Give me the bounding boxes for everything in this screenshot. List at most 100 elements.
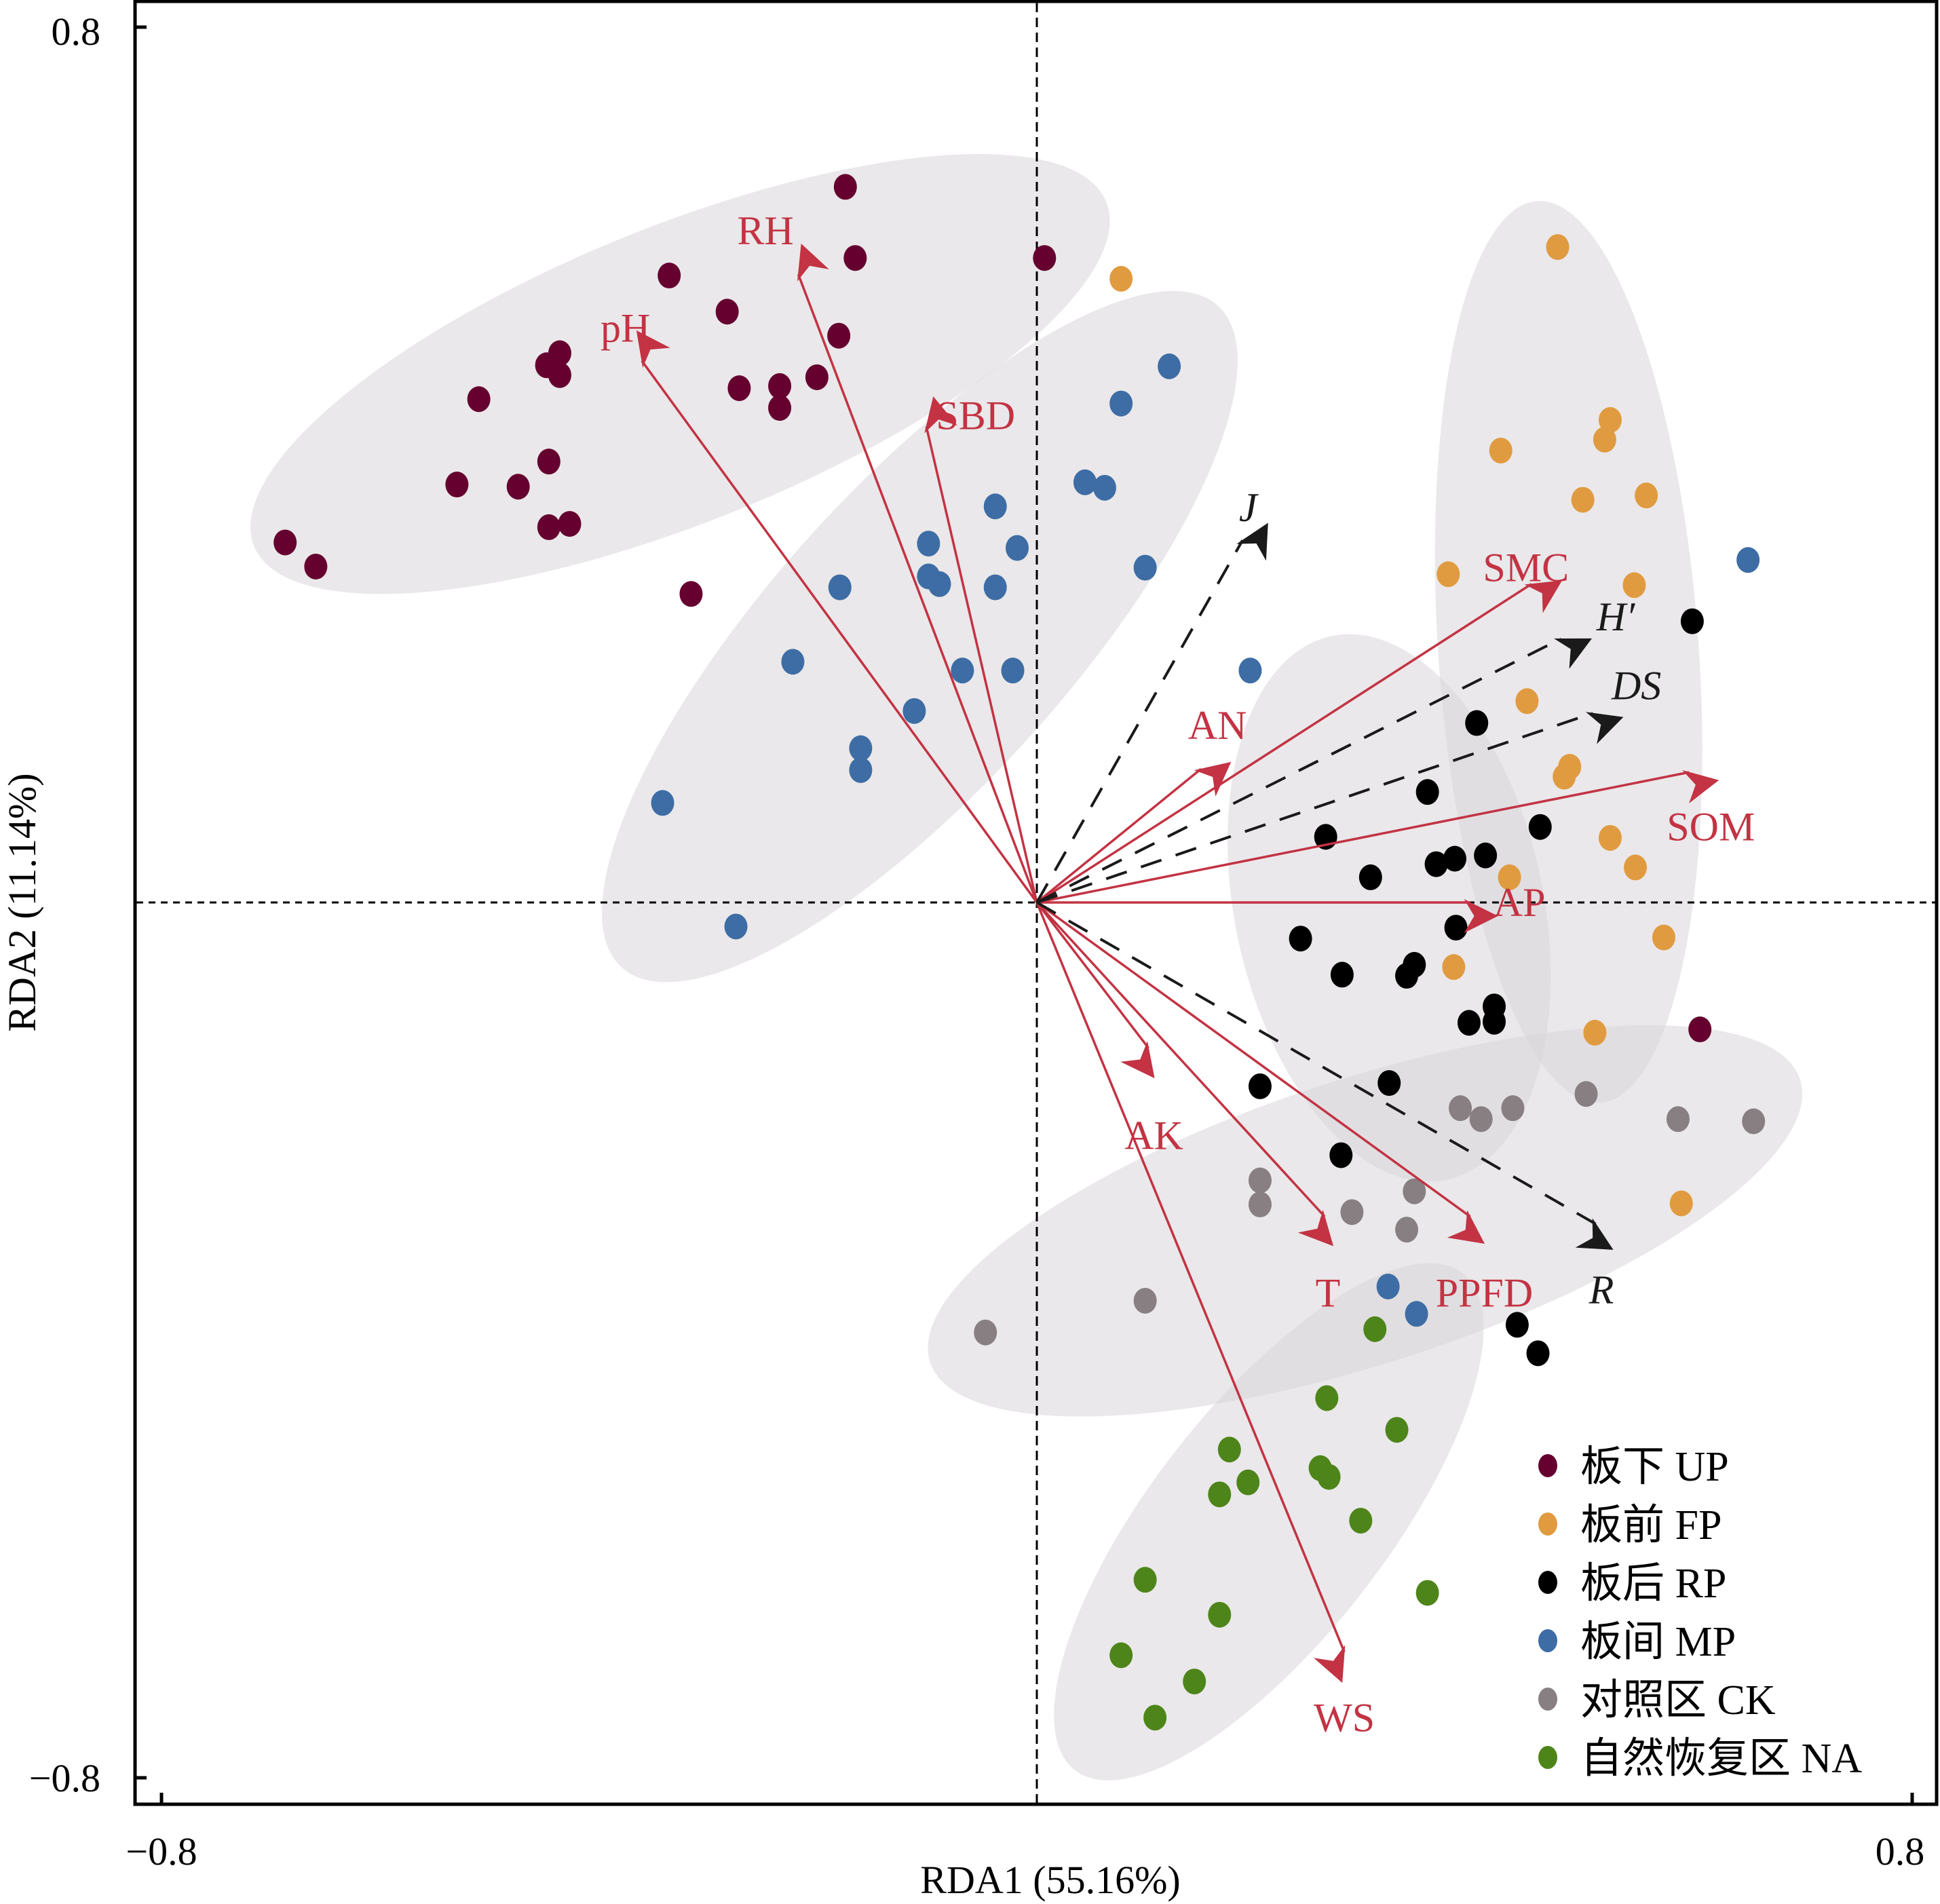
- diversity-label-j: J: [1239, 485, 1259, 530]
- env-label-ph: pH: [601, 305, 650, 350]
- diversity-arrow-ds: [1036, 712, 1624, 904]
- ellipse-na: [1054, 1263, 1484, 1781]
- point-up: [827, 322, 851, 349]
- point-mp: [1005, 535, 1029, 561]
- point-ck: [974, 1319, 997, 1346]
- point-mp: [951, 658, 974, 684]
- env-label-rh: RH: [737, 208, 793, 253]
- point-rp: [1424, 851, 1448, 877]
- sample-points: [273, 174, 1766, 1731]
- env-arrow-smc: [1036, 580, 1563, 904]
- point-na: [1143, 1705, 1167, 1731]
- point-ck: [1340, 1199, 1364, 1225]
- point-rp: [1330, 961, 1354, 988]
- env-arrow-sbd: [924, 396, 1038, 903]
- point-mp: [1092, 474, 1116, 501]
- point-up: [506, 474, 530, 500]
- legend-marker-na: [1538, 1746, 1557, 1769]
- point-na: [1415, 1580, 1439, 1606]
- point-na: [1208, 1601, 1232, 1628]
- point-na: [1133, 1567, 1157, 1593]
- point-mp: [1109, 390, 1133, 417]
- env-arrow-ppfd: [1035, 901, 1485, 1244]
- point-mp: [1158, 353, 1181, 379]
- point-rp: [1528, 814, 1552, 840]
- env-label-smc: SMC: [1483, 546, 1569, 590]
- point-fp: [1498, 864, 1521, 890]
- point-na: [1208, 1481, 1232, 1508]
- env-arrow-som: [1036, 769, 1719, 904]
- x-axis-title: RDA1 (55.16%): [920, 1858, 1180, 1902]
- point-mp: [1133, 554, 1157, 581]
- point-na: [1317, 1464, 1341, 1490]
- point-up: [558, 511, 582, 537]
- point-up: [537, 449, 560, 475]
- point-mp: [1405, 1301, 1428, 1327]
- env-arrow-rh: [797, 243, 1038, 903]
- point-up: [1033, 245, 1057, 271]
- point-rp: [1457, 1010, 1481, 1036]
- legend-label-up: 板下 UP: [1580, 1444, 1729, 1490]
- point-na: [1109, 1642, 1133, 1669]
- legend-label-ck: 对照区 CK: [1580, 1677, 1776, 1724]
- diversity-label-h: H′: [1596, 594, 1635, 639]
- point-mp: [1238, 658, 1262, 684]
- env-arrow-an: [1035, 761, 1232, 904]
- point-fp: [1598, 406, 1622, 433]
- point-up: [768, 373, 792, 399]
- legend-marker-ck: [1538, 1688, 1557, 1711]
- point-fp: [1109, 265, 1133, 292]
- point-mp: [849, 735, 873, 761]
- y-axis-title: RDA2 (11.14%): [0, 773, 44, 1031]
- point-mp: [983, 574, 1007, 601]
- point-rp: [1289, 926, 1312, 952]
- point-ck: [1449, 1095, 1472, 1122]
- ellipse-rp: [1228, 634, 1551, 1182]
- point-ck: [1248, 1167, 1272, 1194]
- point-rp: [1329, 1142, 1353, 1168]
- point-up: [843, 245, 867, 271]
- legend-marker-mp: [1538, 1629, 1557, 1652]
- point-up: [273, 529, 297, 556]
- point-na: [1236, 1469, 1260, 1496]
- env-label-t: T: [1316, 1271, 1341, 1316]
- point-fp: [1437, 561, 1460, 588]
- point-na: [1349, 1508, 1373, 1534]
- point-up: [833, 174, 857, 200]
- env-arrow-t: [1035, 901, 1334, 1246]
- point-fp: [1635, 482, 1658, 509]
- env-label-ak: AK: [1124, 1113, 1183, 1158]
- point-rp: [1526, 1340, 1550, 1367]
- diversity-arrow-h: [1036, 637, 1593, 904]
- point-fp: [1583, 1019, 1607, 1046]
- point-ck: [1403, 1178, 1426, 1204]
- point-rp: [1483, 1008, 1506, 1035]
- env-label-sbd: SBD: [936, 393, 1015, 438]
- point-fp: [1622, 572, 1646, 598]
- point-up: [715, 299, 739, 325]
- point-mp: [1001, 658, 1025, 684]
- point-mp: [928, 571, 951, 597]
- point-mp: [902, 698, 926, 724]
- env-arrow-ws: [1035, 902, 1346, 1683]
- vectors: pH RH SBD AN SMC SOM AP AK T PPFD WS J H′ DS R: [601, 208, 1755, 1740]
- point-rp: [1377, 1070, 1401, 1097]
- diversity-label-r: R: [1589, 1268, 1614, 1312]
- point-mp: [651, 790, 674, 816]
- point-up: [768, 395, 792, 421]
- point-mp: [983, 493, 1007, 520]
- env-label-ap: AP: [1494, 880, 1546, 925]
- point-rp: [1248, 1073, 1272, 1099]
- point-ck: [1742, 1108, 1766, 1135]
- legend-marker-up: [1538, 1454, 1557, 1477]
- point-mp: [917, 531, 940, 557]
- legend: 板下 UP 板前 FP 板后 RP 板间 MP 对照区 CK 自然恢复区 NA: [1538, 1444, 1862, 1782]
- env-arrow-ph: [636, 330, 1038, 904]
- point-fp: [1442, 954, 1466, 980]
- point-rp: [1395, 963, 1419, 989]
- point-na: [1315, 1385, 1339, 1411]
- ellipse-mp: [602, 290, 1238, 983]
- point-up: [679, 581, 703, 607]
- point-fp: [1553, 763, 1576, 790]
- point-fp: [1652, 924, 1675, 951]
